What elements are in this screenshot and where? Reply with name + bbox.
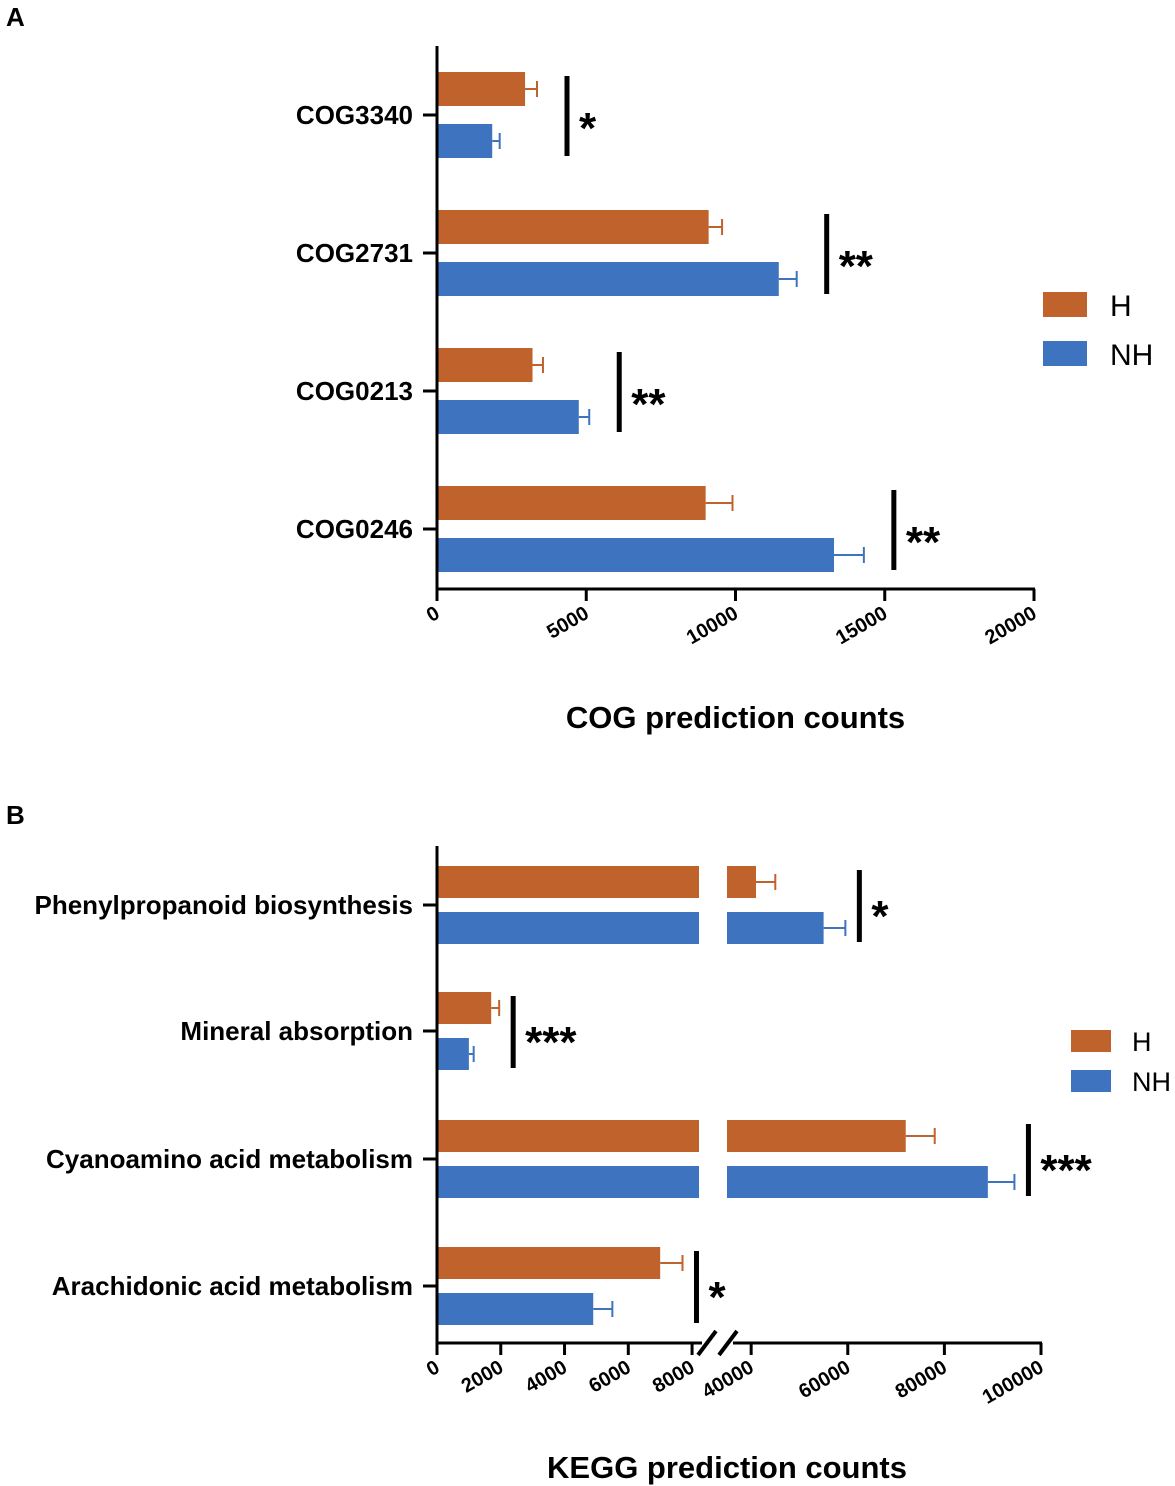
panel-a-bar-cog3340-h — [438, 72, 526, 106]
panel-b-category-label: Phenylpropanoid biosynthesis — [35, 890, 414, 920]
panel-a-significance-label: ** — [631, 380, 666, 429]
panel-b-axis-break-mark — [696, 1329, 718, 1357]
panel-a-bar-cog2731-nh — [438, 262, 779, 296]
panel-b-category-label: Cyanoamino acid metabolism — [46, 1144, 413, 1174]
panel-b-axis-break-mark — [717, 1329, 739, 1357]
panel-a-x-tick-label: 20000 — [981, 602, 1040, 649]
panel-b-bar-phenylpropanoid-biosynthesis-h-upper — [727, 866, 756, 898]
panel-b-x-tick-label: 2000 — [458, 1356, 508, 1397]
panel-a-x-tick-label: 10000 — [683, 602, 742, 649]
panel-b-x-tick-label: 6000 — [585, 1356, 635, 1397]
panel-a-x-tick-label: 15000 — [832, 602, 891, 649]
panel-a-significance-label: ** — [839, 242, 874, 291]
panel-b-x-tick-label: 8000 — [649, 1356, 699, 1397]
panel-b-bar-cyanoamino-acid-metabolism-nh-lower — [438, 1166, 699, 1198]
panel-b-x-tick-label: 0 — [423, 1356, 444, 1381]
panel-b-significance-label: * — [708, 1273, 726, 1322]
panel-b-category-label: Arachidonic acid metabolism — [52, 1271, 413, 1301]
panel-b-significance-label: * — [871, 892, 889, 941]
panel-a-category-label: COG2731 — [296, 238, 413, 268]
panel-a-category-label: COG3340 — [296, 100, 413, 130]
panel-b-bar-mineral-absorption-nh — [438, 1038, 469, 1070]
panel-a-bar-cog0246-nh — [438, 538, 835, 572]
panel-a-category-label: COG0246 — [296, 514, 413, 544]
panel-a-x-tick-label: 5000 — [543, 602, 593, 643]
panel-b-legend-label-h: H — [1132, 1027, 1152, 1057]
panel-b-legend-swatch-h — [1071, 1030, 1111, 1052]
panel-b-significance-label: *** — [1040, 1146, 1092, 1195]
panel-b-legend-swatch-nh — [1071, 1070, 1111, 1092]
panel-b-x-tick-label: 80000 — [892, 1356, 951, 1403]
panel-b-legend-label-nh: NH — [1132, 1067, 1171, 1097]
panel-b-x-axis-title: KEGG prediction counts — [547, 1450, 907, 1485]
panel-b: B 0 2000 4000 6000 8000 40000 60000 80000 100000… — [6, 800, 1171, 1485]
panel-b-bar-arachidonic-acid-metabolism-h — [438, 1247, 661, 1279]
panel-b-bar-phenylpropanoid-biosynthesis-h-lower — [438, 866, 699, 898]
panel-a: A 0 5000 10000 15000 20000 COG3340 COG2731 COG… — [6, 2, 1153, 735]
panel-b-x-tick-label: 4000 — [521, 1356, 571, 1397]
panel-b-category-label: Mineral absorption — [180, 1016, 413, 1046]
panel-b-x-tick-label: 40000 — [698, 1356, 757, 1403]
panel-b-significance-label: *** — [525, 1018, 577, 1067]
panel-a-x-axis-title: COG prediction counts — [566, 700, 905, 735]
panel-b-bar-phenylpropanoid-biosynthesis-nh-lower — [438, 912, 699, 944]
panel-a-label: A — [6, 2, 25, 32]
panel-a-legend-label-nh: NH — [1110, 339, 1153, 372]
panel-b-label: B — [6, 800, 25, 830]
panel-a-legend-label-h: H — [1110, 290, 1132, 323]
panel-a-bar-cog3340-nh — [438, 124, 493, 158]
panel-a-bar-cog0213-h — [438, 348, 533, 382]
panel-a-category-label: COG0213 — [296, 376, 413, 406]
panel-a-legend-swatch-nh — [1043, 341, 1087, 366]
panel-b-x-tick-label: 60000 — [795, 1356, 854, 1403]
panel-b-bar-arachidonic-acid-metabolism-nh — [438, 1293, 594, 1325]
panel-b-bar-cyanoamino-acid-metabolism-nh-upper — [727, 1166, 988, 1198]
panel-a-bar-cog0213-nh — [438, 400, 579, 434]
panel-b-bar-mineral-absorption-h — [438, 992, 492, 1024]
panel-a-significance-label: ** — [906, 518, 941, 567]
panel-a-bar-cog2731-h — [438, 210, 709, 244]
panel-a-bar-cog0246-h — [438, 486, 706, 520]
panel-a-legend-swatch-h — [1043, 292, 1087, 317]
panel-b-bar-cyanoamino-acid-metabolism-h-upper — [727, 1120, 906, 1152]
panel-a-x-tick-label: 0 — [423, 602, 444, 627]
panel-b-bar-cyanoamino-acid-metabolism-h-lower — [438, 1120, 699, 1152]
panel-a-significance-label: * — [579, 104, 597, 153]
panel-b-bar-phenylpropanoid-biosynthesis-nh-upper — [727, 912, 824, 944]
panel-b-x-tick-label: 100000 — [979, 1356, 1048, 1408]
